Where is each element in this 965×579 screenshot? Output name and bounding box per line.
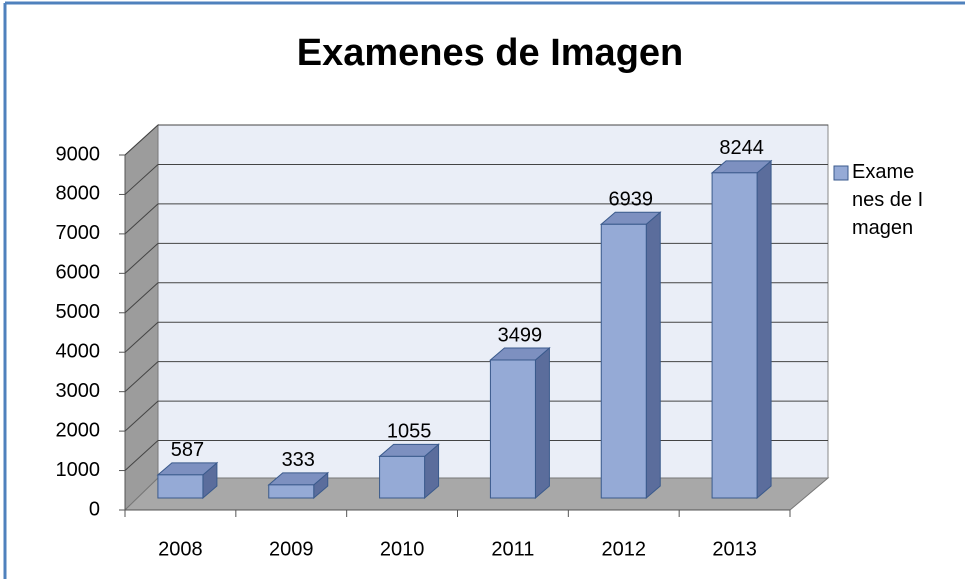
y-tick-label: 7000 bbox=[56, 222, 101, 244]
bar-side bbox=[756, 159, 772, 500]
bar bbox=[600, 223, 647, 499]
data-label: 3499 bbox=[498, 324, 543, 346]
bar bbox=[157, 474, 204, 499]
bar-side bbox=[534, 346, 550, 500]
y-tick-label: 1000 bbox=[56, 459, 101, 481]
bar-side bbox=[645, 211, 661, 500]
grid-line-side bbox=[124, 242, 159, 274]
bar bbox=[711, 172, 758, 499]
chart-title: Examenes de Imagen bbox=[297, 32, 684, 74]
grid-line-side bbox=[124, 400, 159, 432]
data-label: 587 bbox=[171, 439, 204, 461]
data-label: 8244 bbox=[719, 137, 764, 159]
x-tick-label: 2012 bbox=[602, 538, 647, 560]
grid-line-side bbox=[124, 282, 159, 314]
grid-line-side bbox=[124, 321, 159, 353]
legend: Examenes de Imagen bbox=[852, 161, 924, 239]
y-tick-label: 2000 bbox=[56, 419, 101, 441]
legend-label: Examenes de Imagen bbox=[852, 161, 924, 239]
data-label: 333 bbox=[282, 449, 315, 471]
y-tick-label: 4000 bbox=[56, 341, 101, 363]
grid-line-side bbox=[124, 164, 159, 195]
grid-line-side bbox=[124, 440, 159, 471]
grid-line-side bbox=[124, 203, 159, 235]
y-tick-label: 5000 bbox=[56, 301, 101, 323]
x-tick-label: 2009 bbox=[269, 538, 314, 560]
y-tick-label: 6000 bbox=[56, 262, 101, 284]
x-tick-label: 2011 bbox=[491, 538, 534, 560]
bar bbox=[489, 359, 536, 499]
y-tick-label: 3000 bbox=[56, 380, 101, 402]
y-tick-label: 0 bbox=[89, 498, 100, 520]
grid-line-side bbox=[124, 124, 159, 156]
data-label: 6939 bbox=[609, 189, 654, 211]
side-wall bbox=[124, 123, 159, 512]
data-label: 1055 bbox=[387, 421, 432, 443]
bar bbox=[268, 484, 315, 499]
x-tick-label: 2013 bbox=[712, 538, 757, 560]
bar bbox=[379, 455, 426, 499]
grid-line-side bbox=[124, 361, 159, 393]
marks: 587 333 1055 3499 6939 8244 bbox=[156, 137, 773, 500]
x-tick-label: 2008 bbox=[158, 538, 203, 560]
legend-swatch bbox=[833, 165, 849, 181]
y-tick-label: 8000 bbox=[56, 183, 101, 205]
x-tick-label: 2010 bbox=[380, 538, 425, 560]
y-tick-label: 9000 bbox=[56, 143, 101, 165]
